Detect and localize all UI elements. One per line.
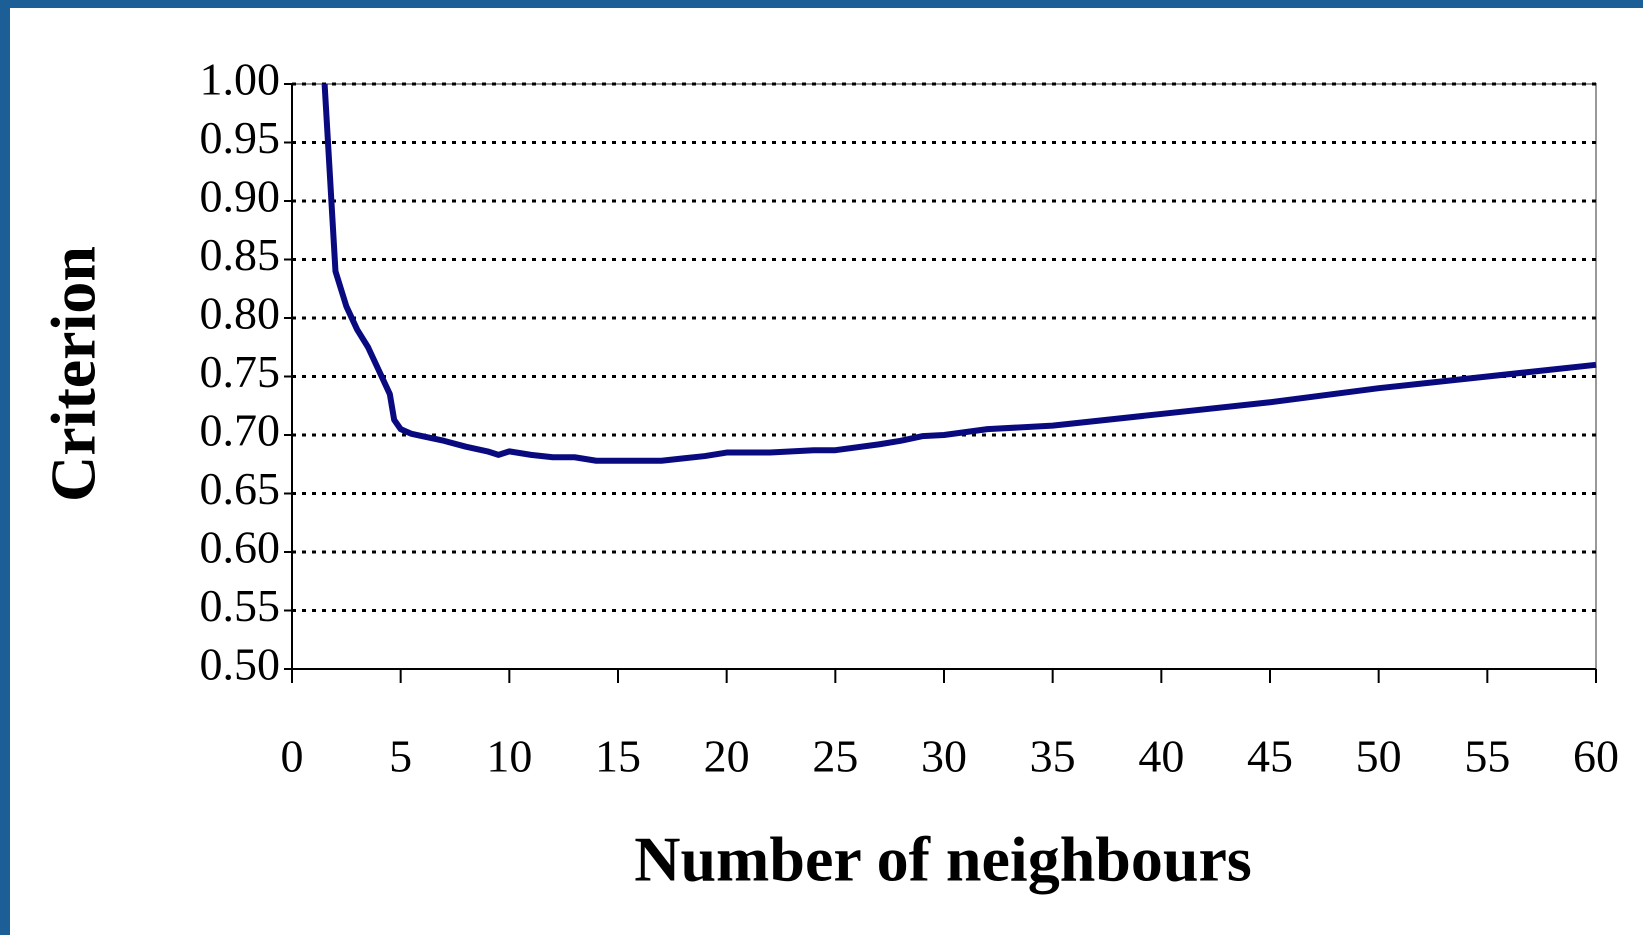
- x-axis-title: Number of neighbours: [634, 824, 1252, 895]
- y-tick-label: 0.50: [200, 639, 281, 690]
- x-tick-label: 60: [1573, 731, 1619, 782]
- y-tick-label: 1.00: [200, 54, 281, 105]
- data-line: [321, 83, 1597, 464]
- y-tick-label: 0.60: [200, 522, 281, 573]
- x-tick-label: 40: [1138, 731, 1184, 782]
- y-tick-label: 0.85: [200, 229, 281, 280]
- x-tick-label: 50: [1356, 731, 1402, 782]
- y-axis-title: Criterion: [38, 246, 109, 502]
- y-tick-label: 0.70: [200, 405, 281, 456]
- y-tick-label: 0.55: [200, 580, 281, 631]
- x-tick-label: 35: [1030, 731, 1076, 782]
- x-tick-label: 20: [704, 731, 750, 782]
- y-tick-label: 0.95: [200, 112, 281, 163]
- x-tick-label: 10: [486, 731, 532, 782]
- x-tick-label: 5: [389, 731, 412, 782]
- x-tick-label: 45: [1247, 731, 1293, 782]
- x-tick-label: 55: [1464, 731, 1510, 782]
- x-tick-label: 25: [812, 731, 858, 782]
- x-tick-label: 30: [921, 731, 967, 782]
- y-tick-label: 0.75: [200, 346, 281, 397]
- y-tick-label: 0.80: [200, 288, 281, 339]
- x-tick-label: 15: [595, 731, 641, 782]
- y-tick-label: 0.65: [200, 463, 281, 514]
- y-tick-label: 0.90: [200, 171, 281, 222]
- x-tick-label: 0: [281, 731, 304, 782]
